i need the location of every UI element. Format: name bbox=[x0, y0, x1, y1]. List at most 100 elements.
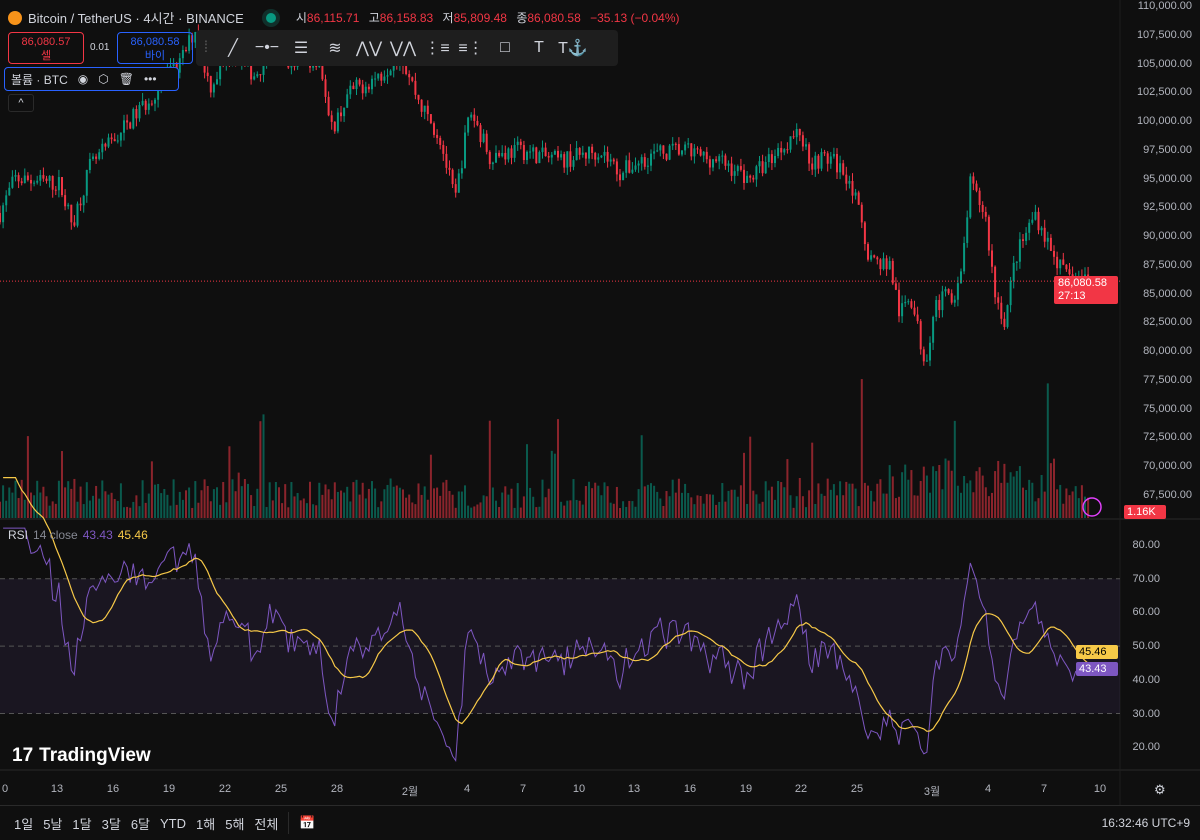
candle-body bbox=[42, 175, 45, 179]
volume-bar bbox=[197, 502, 200, 518]
volume-legend[interactable]: 볼륨 · BTC ◉ ⬡ 🗑 ••• bbox=[4, 67, 179, 91]
candle-body bbox=[668, 145, 671, 160]
volume-bar bbox=[1049, 463, 1052, 518]
volume-bar bbox=[932, 466, 935, 518]
volume-bar bbox=[615, 486, 618, 518]
candle-body bbox=[532, 147, 535, 152]
candle-body bbox=[420, 99, 423, 112]
candle-body bbox=[733, 171, 736, 176]
volume-bar bbox=[330, 499, 333, 518]
candle-body bbox=[510, 148, 513, 158]
volume-bar bbox=[1080, 485, 1083, 518]
volume-bar bbox=[76, 501, 79, 518]
volume-bar bbox=[848, 483, 851, 518]
candle-body bbox=[656, 150, 659, 152]
xabcd-pattern-icon[interactable]: ⋀⋁ bbox=[355, 40, 383, 57]
market-open-icon bbox=[265, 12, 276, 23]
drawing-toolbar: ⁞ ╱ −•− ☰ ≋ ⋀⋁ ⋁⋀ ⋮≡ ≡⋮ □ T T⚓ bbox=[196, 30, 618, 66]
trend-line-icon[interactable]: ╱ bbox=[228, 40, 238, 57]
volume-bar bbox=[392, 486, 395, 518]
candle-body bbox=[702, 151, 705, 156]
range-1y[interactable]: 1해 bbox=[196, 816, 216, 832]
volume-bar bbox=[820, 493, 823, 518]
volume-bar bbox=[975, 471, 978, 518]
candle-body bbox=[622, 172, 625, 181]
volume-bar bbox=[1077, 498, 1080, 518]
range-1d[interactable]: 1일 bbox=[14, 816, 34, 832]
volume-bar bbox=[622, 501, 625, 518]
range-5y[interactable]: 5해 bbox=[225, 816, 245, 832]
volume-bar bbox=[144, 502, 147, 518]
parallel-channel-icon[interactable]: ☰ bbox=[293, 40, 309, 57]
volume-bar bbox=[485, 496, 488, 518]
sell-button[interactable]: 86,080.57 셀 bbox=[8, 32, 84, 64]
range-1m[interactable]: 1달 bbox=[72, 816, 92, 832]
volume-bar bbox=[631, 501, 634, 518]
candle-body bbox=[619, 174, 621, 181]
time-tick: 13 bbox=[627, 783, 641, 795]
volume-bar bbox=[247, 483, 249, 518]
trash-icon[interactable]: 🗑 bbox=[118, 72, 134, 86]
volume-bar bbox=[417, 483, 420, 518]
candle-body bbox=[597, 157, 600, 160]
volume-bar bbox=[126, 506, 129, 518]
clock[interactable]: 16:32:46 UTC+9 bbox=[1101, 816, 1190, 830]
axis-settings-icon[interactable]: ⚙ bbox=[1154, 782, 1166, 797]
rsi-tick: 40.00 bbox=[1132, 673, 1160, 686]
candle-body bbox=[560, 154, 563, 158]
rectangle-icon[interactable]: □ bbox=[500, 39, 510, 56]
volume-bar bbox=[1006, 482, 1009, 518]
candle-body bbox=[451, 169, 454, 185]
candle-body bbox=[336, 112, 339, 132]
fib-icon[interactable]: ≋ bbox=[328, 40, 342, 57]
candle-body bbox=[681, 150, 683, 155]
collapse-legend-button[interactable]: ^ bbox=[8, 94, 34, 112]
candle-body bbox=[746, 175, 749, 183]
chart-canvas[interactable] bbox=[0, 0, 1200, 805]
time-tick: 10 bbox=[572, 783, 586, 795]
text-icon[interactable]: T bbox=[534, 39, 544, 56]
candle-body bbox=[829, 156, 832, 164]
anchored-text-icon[interactable]: T⚓ bbox=[558, 40, 588, 57]
candle-body bbox=[836, 153, 838, 173]
candle-body bbox=[45, 178, 48, 181]
buy-button[interactable]: 86,080.58 바이 bbox=[117, 32, 193, 64]
candle-body bbox=[1034, 211, 1037, 220]
range-6m[interactable]: 6달 bbox=[130, 816, 151, 832]
range-5d[interactable]: 5날 bbox=[43, 816, 63, 832]
eye-icon[interactable]: ◉ bbox=[77, 72, 89, 86]
candle-body bbox=[467, 117, 470, 133]
candle-body bbox=[1065, 264, 1068, 270]
candle-body bbox=[259, 74, 262, 76]
drag-handle-icon[interactable]: ⁞ bbox=[203, 39, 209, 56]
long-position-icon[interactable]: ⋮≡ bbox=[424, 40, 450, 57]
volume-bar bbox=[532, 496, 535, 518]
short-position-icon[interactable]: ≡⋮ bbox=[458, 40, 484, 57]
candle-body bbox=[61, 177, 63, 196]
range-3m[interactable]: 3달 bbox=[101, 816, 121, 832]
volume-bar bbox=[349, 501, 352, 518]
goto-date-icon[interactable]: 📅 bbox=[299, 815, 316, 830]
volume-bar bbox=[963, 476, 966, 518]
candle-body bbox=[839, 163, 842, 173]
volume-bar bbox=[408, 494, 411, 518]
time-tick: 16 bbox=[683, 783, 697, 795]
volume-bar bbox=[805, 507, 807, 518]
volume-bar bbox=[23, 499, 26, 518]
symbol-title[interactable]: Bitcoin / TetherUS · 4시간 · BINANCE bbox=[28, 11, 244, 26]
tradingview-logo[interactable]: 17 TradingView bbox=[12, 745, 151, 766]
horizontal-ray-icon[interactable]: −•− bbox=[254, 39, 280, 56]
candle-body bbox=[606, 151, 609, 162]
range-all[interactable]: 전체 bbox=[254, 816, 279, 832]
range-ytd[interactable]: YTD bbox=[160, 815, 187, 831]
volume-bar bbox=[8, 487, 11, 518]
abcd-pattern-icon[interactable]: ⋁⋀ bbox=[389, 40, 417, 57]
volume-bar bbox=[547, 488, 550, 518]
rsi-legend[interactable]: RSI 14 close 43.43 45.46 bbox=[8, 528, 148, 542]
more-icon[interactable]: ••• bbox=[143, 72, 157, 86]
volume-bar bbox=[674, 492, 677, 518]
candle-body bbox=[795, 128, 798, 138]
candle-body bbox=[984, 211, 987, 217]
candle-body bbox=[575, 148, 578, 161]
settings-icon[interactable]: ⬡ bbox=[98, 72, 109, 86]
